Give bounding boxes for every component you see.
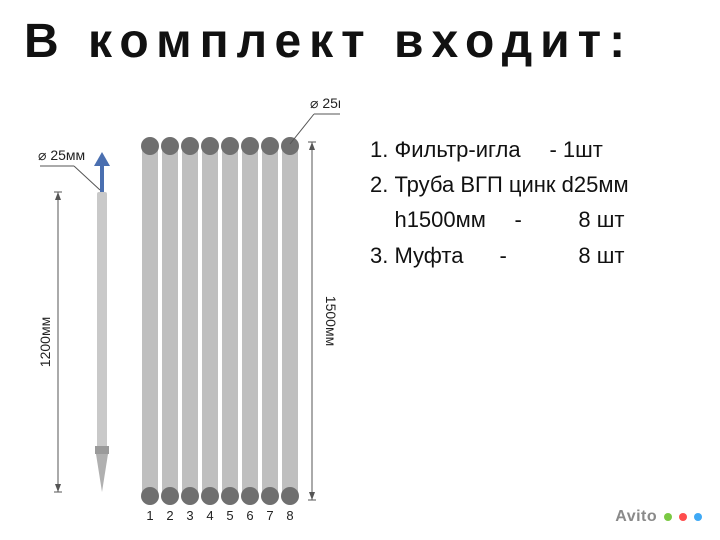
svg-text:6: 6 <box>246 508 253 523</box>
svg-text:⌀ 25мм: ⌀ 25мм <box>38 147 85 163</box>
svg-text:3: 3 <box>186 508 193 523</box>
avito-text: Avito <box>615 508 657 525</box>
diagram-svg: 12345678 ⌀ 25мм 1500мм ⌀ 25мм 1200мм <box>30 90 340 530</box>
svg-text:1200мм: 1200мм <box>37 317 53 367</box>
svg-text:1: 1 <box>146 508 153 523</box>
page-title: В комплект входит: <box>24 14 633 69</box>
avito-dot-2 <box>679 513 687 521</box>
svg-text:5: 5 <box>226 508 233 523</box>
avito-dot-1 <box>664 513 672 521</box>
list-item: 2. Труба ВГП цинк d25мм <box>370 167 710 202</box>
svg-text:1500мм: 1500мм <box>323 296 339 346</box>
svg-text:8: 8 <box>286 508 293 523</box>
svg-text:2: 2 <box>166 508 173 523</box>
svg-text:4: 4 <box>206 508 213 523</box>
kit-diagram: 12345678 ⌀ 25мм 1500мм ⌀ 25мм 1200мм <box>30 90 340 530</box>
svg-text:7: 7 <box>266 508 273 523</box>
list-item-cont: h1500мм-8 шт <box>370 202 710 237</box>
list-item: 3. Муфта-8 шт <box>370 238 710 273</box>
avito-watermark: Avito <box>615 508 702 526</box>
avito-dot-3 <box>694 513 702 521</box>
list-item: 1. Фильтр-игла- 1шт <box>370 132 710 167</box>
svg-text:⌀ 25мм: ⌀ 25мм <box>310 95 340 111</box>
kit-list: 1. Фильтр-игла- 1шт2. Труба ВГП цинк d25… <box>370 132 710 273</box>
